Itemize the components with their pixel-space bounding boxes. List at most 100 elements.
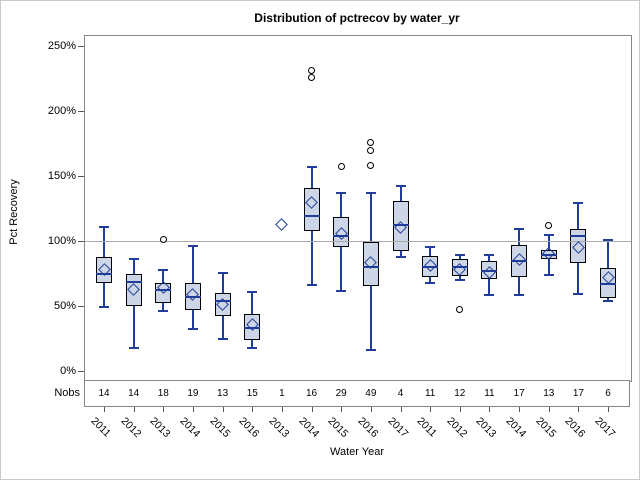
nobs-value: 12 [454, 388, 466, 399]
whisker-cap [573, 201, 584, 204]
nobs-value: 6 [605, 388, 611, 399]
whisker-cap [395, 256, 406, 259]
nobs-value: 15 [246, 388, 258, 399]
chart-title: Distribution of pctrecov by water_yr [254, 11, 460, 25]
whisker-cap [128, 257, 139, 260]
whisker-cap [99, 306, 109, 309]
whisker-cap [425, 281, 436, 284]
median-line [214, 300, 231, 303]
median-line [333, 234, 350, 237]
median-line [96, 272, 112, 275]
reference-line-100pct [85, 241, 631, 242]
x-axis-tick [578, 407, 580, 412]
x-axis-tick [489, 407, 491, 412]
median-line [422, 266, 439, 268]
y-tick-label: 250% [47, 40, 76, 52]
median-line [362, 266, 379, 268]
x-axis-tick [281, 407, 283, 412]
whisker-cap [247, 290, 258, 293]
box-iqr-rect [155, 282, 172, 303]
median-line [481, 269, 498, 272]
median-line [600, 282, 617, 285]
nobs-value: 29 [335, 388, 347, 399]
median-line [570, 234, 587, 237]
nobs-value: 17 [513, 388, 525, 399]
outlier-point [308, 74, 316, 82]
outlier-point [545, 221, 553, 229]
x-axis-tick [430, 407, 432, 412]
x-axis-tick [163, 407, 165, 412]
y-tick-label: 150% [47, 170, 76, 182]
nobs-value: 14 [128, 388, 140, 399]
y-tick-label: 50% [53, 300, 76, 312]
y-tick-label: 0% [60, 365, 76, 377]
x-axis-tick [548, 407, 550, 412]
y-tick-label: 100% [47, 235, 76, 247]
nobs-value: 14 [98, 388, 110, 399]
box-iqr-rect [214, 293, 231, 316]
x-axis-tick [519, 407, 521, 412]
whisker-cap [99, 226, 109, 229]
x-axis-tick [252, 407, 254, 412]
x-axis-tick [400, 407, 402, 412]
nobs-value: 4 [397, 388, 404, 399]
x-axis-tick [104, 407, 105, 412]
whisker-cap [306, 165, 317, 168]
whisker-cap [158, 268, 169, 271]
whisker-cap [128, 346, 139, 349]
whisker-cap [454, 279, 465, 281]
whisker-cap [365, 191, 376, 194]
whisker-cap [187, 327, 198, 330]
x-axis-tick [311, 407, 313, 412]
median-line [540, 254, 557, 257]
whisker-cap [336, 191, 347, 194]
whisker-cap [543, 233, 554, 236]
whisker-cap [603, 299, 614, 302]
y-axis-tick [78, 241, 84, 242]
nobs-header-label: Nobs [54, 387, 80, 399]
outlier-point [159, 235, 167, 243]
outlier-point [367, 162, 375, 170]
plot-area [84, 35, 632, 382]
x-axis-tick [222, 407, 224, 412]
nobs-value: 13 [217, 388, 229, 399]
median-line [303, 215, 320, 218]
x-axis-tick [192, 407, 194, 412]
box-iqr-rect [96, 257, 112, 284]
x-axis-tick [341, 407, 343, 412]
median-line [184, 295, 201, 298]
median-line [244, 327, 261, 330]
whisker-cap [514, 228, 525, 231]
outlier-point [456, 306, 464, 314]
whisker-cap [217, 337, 228, 340]
y-axis-label: Pct Recovery [8, 179, 20, 245]
box-iqr-rect [362, 242, 379, 286]
whisker-cap [395, 185, 406, 188]
box-iqr-rect [570, 229, 587, 264]
x-axis-tick [133, 407, 135, 412]
outlier-point [337, 163, 345, 171]
whisker-cap [603, 239, 614, 242]
whisker-cap [425, 245, 436, 248]
y-axis-tick [78, 306, 84, 307]
whisker-cap [158, 310, 169, 313]
x-axis-tick [608, 407, 610, 412]
nobs-value: 17 [572, 388, 584, 399]
nobs-value: 49 [365, 388, 377, 399]
whisker-cap [365, 349, 376, 352]
whisker-cap [454, 253, 465, 256]
x-axis-tick [459, 407, 461, 412]
whisker-cap [484, 293, 495, 296]
x-axis-label: Water Year [329, 446, 384, 458]
mean-diamond [275, 217, 289, 231]
nobs-value: 11 [424, 388, 436, 399]
y-tick-label: 200% [47, 105, 76, 117]
median-line [451, 266, 468, 268]
nobs-value: 1 [279, 388, 285, 399]
outlier-point [308, 67, 316, 75]
nobs-value: 18 [157, 388, 169, 399]
whisker-cap [543, 273, 554, 276]
median-line [392, 224, 409, 227]
y-axis-tick [78, 46, 84, 47]
